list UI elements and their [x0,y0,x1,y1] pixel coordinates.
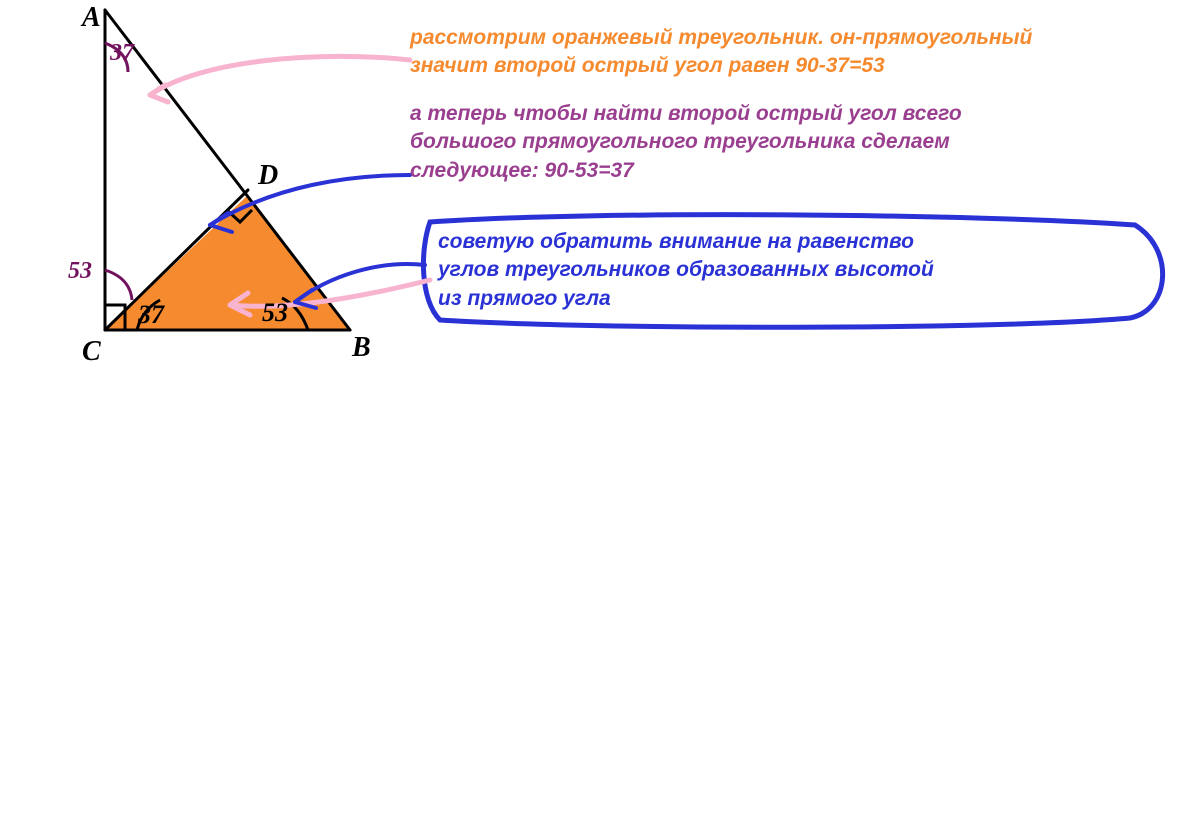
orange-annotation: рассмотрим оранжевый треугольник. он-пря… [410,24,1032,81]
purple-annotation-line1: а теперь чтобы найти второй острый угол … [410,100,962,128]
angle-A-37: 37 [110,40,134,67]
purple-annotation-line2: большого прямоугольного треугольника сде… [410,128,962,156]
blue-annotation-line2: углов треугольников образованных высотой [438,256,934,284]
vertex-C: C [82,336,101,368]
blue-annotation: советую обратить внимание на равенство у… [438,228,934,313]
blue-annotation-line3: из прямого угла [438,285,934,313]
orange-annotation-line2: значит второй острый угол равен 90-37=53 [410,52,1032,80]
purple-annotation-line3: следующее: 90-53=37 [410,157,962,185]
vertex-B: B [352,332,371,364]
orange-annotation-line1: рассмотрим оранжевый треугольник. он-пря… [410,24,1032,52]
blue-annotation-line1: советую обратить внимание на равенство [438,228,934,256]
angle-arc [105,270,132,300]
purple-annotation: а теперь чтобы найти второй острый угол … [410,100,962,185]
angle-C-53: 53 [68,258,92,285]
angle-inner-53: 53 [262,298,288,328]
vertex-A: A [82,2,101,34]
angle-inner-37: 37 [138,300,164,330]
stage: A C B D 37 53 37 53 рассмотрим оранжевый… [0,0,1200,828]
vertex-D: D [258,160,278,192]
